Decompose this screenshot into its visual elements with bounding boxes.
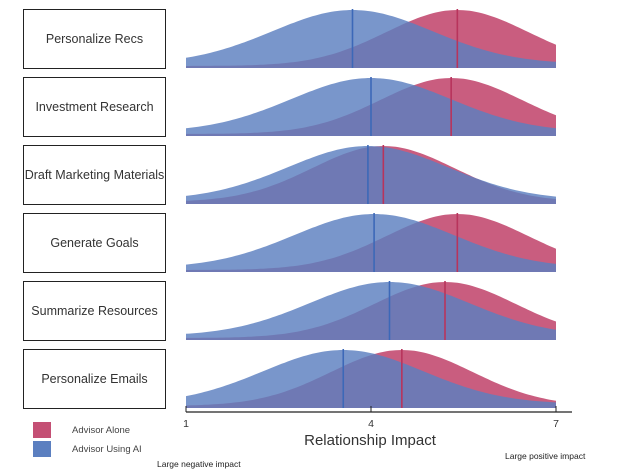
x-tick-label-1: 1 — [183, 418, 189, 430]
legend-swatch-advisor-using-ai — [33, 441, 51, 457]
legend-swatch-advisor-alone — [33, 422, 51, 438]
x-tick-label-4: 4 — [368, 418, 374, 430]
x-tick-label-7: 7 — [553, 418, 559, 430]
row-label-investment-research: Investment Research — [23, 77, 166, 137]
row-label-generate-goals: Generate Goals — [23, 213, 166, 273]
row-label-personalize-recs: Personalize Recs — [23, 9, 166, 69]
density-advisor-using-ai-personalize-recs — [186, 10, 556, 68]
legend-label-advisor-using-ai: Advisor Using AI — [72, 444, 142, 455]
x-note-negative: Large negative impact — [157, 459, 241, 469]
density-advisor-using-ai-draft-marketing-materials — [186, 146, 556, 204]
row-label-summarize-resources: Summarize Resources — [23, 281, 166, 341]
row-label-personalize-emails: Personalize Emails — [23, 349, 166, 409]
density-advisor-using-ai-generate-goals — [186, 214, 556, 272]
density-advisor-using-ai-summarize-resources — [186, 282, 556, 340]
x-note-positive: Large positive impact — [505, 451, 586, 461]
x-axis-title: Relationship Impact — [304, 432, 436, 449]
legend-label-advisor-alone: Advisor Alone — [72, 425, 131, 436]
density-advisor-using-ai-personalize-emails — [186, 350, 556, 408]
row-label-draft-marketing-materials: Draft Marketing Materials — [23, 145, 166, 205]
